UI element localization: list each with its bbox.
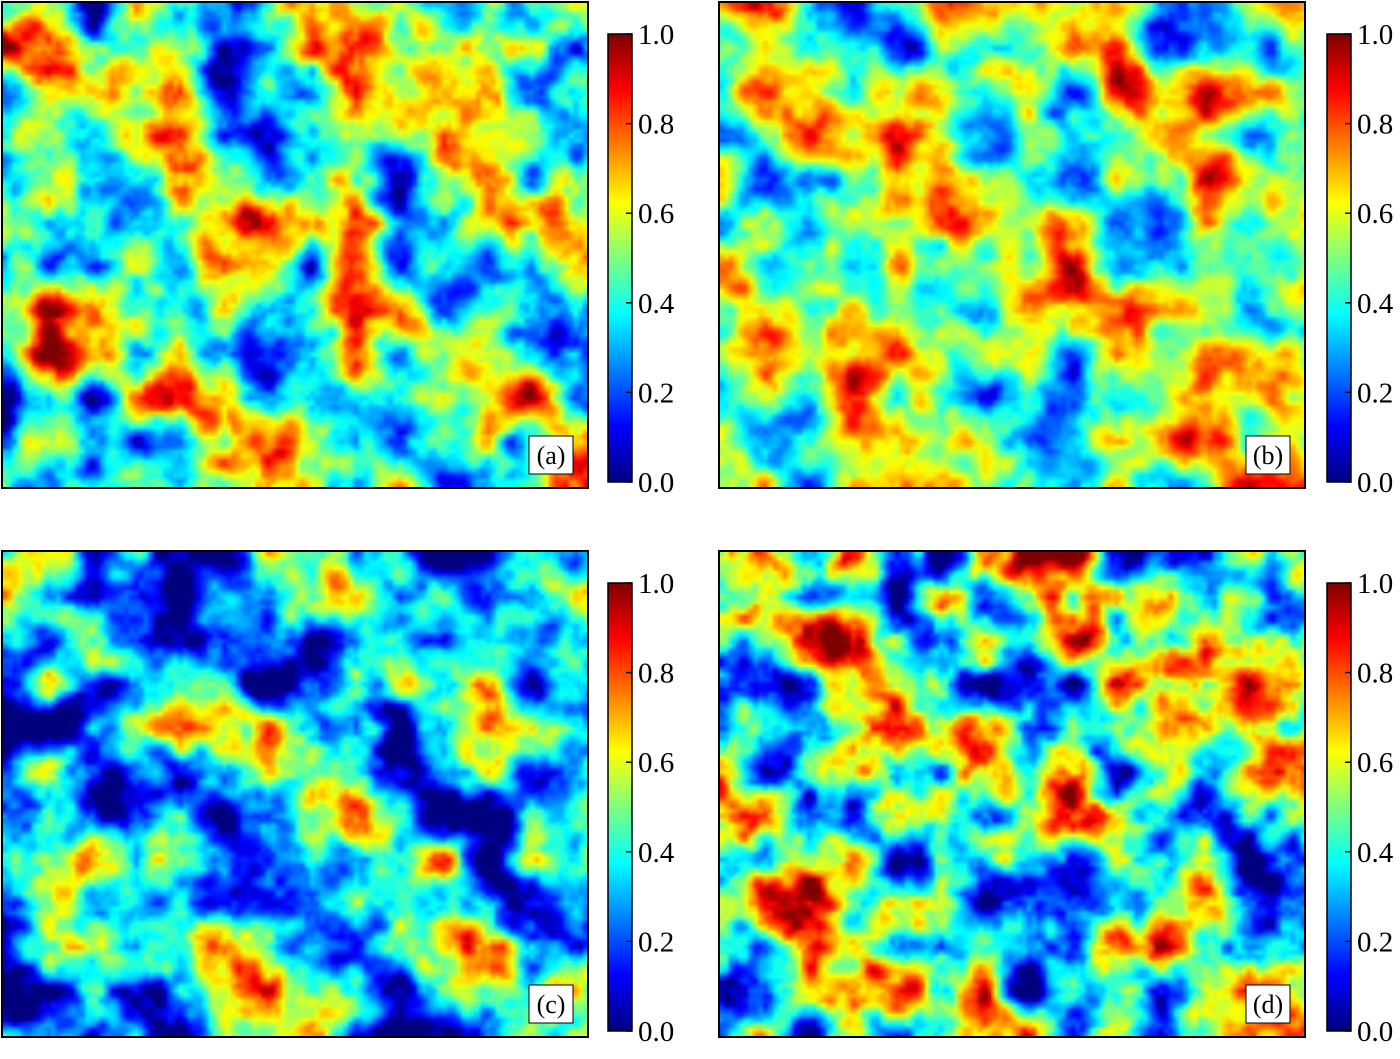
- colorbar-tick-label: 0.2: [638, 377, 674, 409]
- colorbar-tick-label: 0.4: [1357, 288, 1394, 320]
- panel-d: (d) 0.0 0.2 0.4 0.6 0.8 1.0: [718, 550, 1394, 1048]
- panel-label-box: [528, 435, 574, 475]
- panel-a: (a) 0.0 0.2 0.4 0.6 0.8 1.0: [1, 1, 675, 499]
- panel-label: (b): [1253, 441, 1283, 470]
- colorbar-tick-label: 0.2: [638, 926, 674, 958]
- colorbar-tick-label: 1.0: [638, 19, 674, 51]
- colorbar-tick-label: 0.6: [638, 198, 674, 230]
- colorbar-tick-label: 0.4: [638, 288, 675, 320]
- panel-b: (b) 0.0 0.2 0.4 0.6 0.8 1.0: [718, 1, 1394, 499]
- colorbar-tick-label: 0.4: [638, 837, 675, 869]
- heatmap-image: [719, 2, 1305, 488]
- colorbar: [1327, 34, 1351, 482]
- colorbar-tick-label: 1.0: [1357, 568, 1393, 600]
- panel-label: (d): [1253, 990, 1283, 1019]
- panel-label: (c): [537, 990, 566, 1019]
- panel-label-box: [1245, 435, 1291, 475]
- colorbar-tick-label: 1.0: [638, 568, 674, 600]
- colorbar-tick-label: 0.0: [638, 467, 674, 499]
- heatmap-image: [2, 551, 588, 1037]
- colorbar-frame: [607, 582, 633, 1032]
- colorbar: [1327, 583, 1351, 1031]
- colorbar-tick-label: 0.4: [1357, 837, 1394, 869]
- colorbar-tick-label: 0.0: [638, 1016, 674, 1048]
- heatmap-frame: [1, 550, 589, 1038]
- colorbar-tick-label: 0.8: [638, 658, 674, 690]
- colorbar-tick-label: 0.2: [1357, 926, 1393, 958]
- colorbar-tick-label: 0.6: [1357, 198, 1393, 230]
- colorbar-tick-label: 0.8: [1357, 658, 1393, 690]
- colorbar-tick-label: 0.6: [638, 747, 674, 779]
- colorbar-tick-label: 1.0: [1357, 19, 1393, 51]
- panel-label: (a): [537, 441, 566, 470]
- colorbar-frame: [607, 33, 633, 483]
- colorbar-tick-label: 0.6: [1357, 747, 1393, 779]
- heatmap-image: [719, 551, 1305, 1037]
- panel-c: (c) 0.0 0.2 0.4 0.6 0.8 1.0: [1, 550, 675, 1048]
- colorbar-tick-label: 0.8: [638, 109, 674, 141]
- panel-label-box: [528, 984, 574, 1024]
- colorbar-tick-label: 0.0: [1357, 467, 1393, 499]
- panel-label-box: [1245, 984, 1291, 1024]
- colorbar-tick-label: 0.2: [1357, 377, 1393, 409]
- colorbar-tick-label: 0.0: [1357, 1016, 1393, 1048]
- colorbar: [608, 583, 632, 1031]
- colorbar-frame: [1326, 33, 1352, 483]
- colorbar-tick-label: 0.8: [1357, 109, 1393, 141]
- heatmap-frame: [718, 550, 1306, 1038]
- colorbar: [608, 34, 632, 482]
- heatmap-frame: [718, 1, 1306, 489]
- heatmap-frame: [1, 1, 589, 489]
- heatmap-image: [2, 2, 588, 488]
- colorbar-frame: [1326, 582, 1352, 1032]
